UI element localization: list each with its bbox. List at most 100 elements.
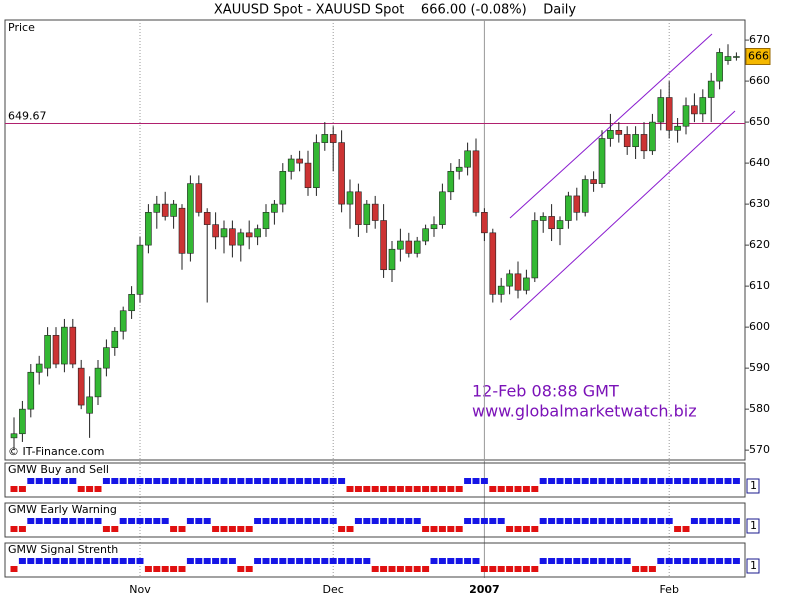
signal-square bbox=[464, 518, 472, 524]
signal-square bbox=[212, 526, 220, 532]
level-label: 649.67 bbox=[8, 109, 47, 122]
signal-square bbox=[615, 558, 623, 564]
signal-square bbox=[44, 478, 52, 484]
candle-body bbox=[153, 203, 161, 213]
signal-square bbox=[321, 478, 329, 484]
candle-body bbox=[691, 105, 698, 115]
candle-body bbox=[187, 183, 194, 254]
indicator-axis-label: 1 bbox=[750, 479, 757, 492]
signal-square bbox=[312, 478, 320, 484]
signal-square bbox=[18, 486, 26, 492]
signal-square bbox=[531, 526, 539, 532]
signal-square bbox=[674, 526, 682, 532]
signal-square bbox=[732, 558, 740, 564]
signal-square bbox=[170, 526, 178, 532]
indicator-axis-box bbox=[746, 478, 760, 494]
signal-square bbox=[531, 486, 539, 492]
signal-square bbox=[136, 558, 144, 564]
signal-square bbox=[707, 478, 715, 484]
signal-square bbox=[514, 486, 522, 492]
candle-body bbox=[497, 285, 505, 295]
signal-square bbox=[60, 518, 68, 524]
signal-square bbox=[10, 526, 18, 532]
signal-square bbox=[388, 486, 396, 492]
signal-square bbox=[724, 518, 732, 524]
indicator-axis-box bbox=[746, 558, 760, 574]
candle-body bbox=[724, 56, 732, 61]
candle-body bbox=[355, 191, 362, 225]
signal-square bbox=[732, 518, 740, 524]
signal-square bbox=[430, 558, 438, 564]
signal-square bbox=[102, 526, 110, 532]
signal-square bbox=[430, 486, 438, 492]
signal-square bbox=[657, 518, 665, 524]
signal-square bbox=[464, 558, 472, 564]
candle-body bbox=[103, 347, 110, 369]
candle-body bbox=[531, 220, 539, 279]
channel-line bbox=[509, 110, 736, 321]
signal-square bbox=[27, 558, 35, 564]
signal-square bbox=[371, 486, 379, 492]
signal-square bbox=[128, 478, 136, 484]
candle-body bbox=[19, 408, 26, 435]
signal-square bbox=[573, 558, 581, 564]
candle-body bbox=[640, 134, 648, 152]
candle-body bbox=[178, 207, 186, 254]
signal-square bbox=[422, 526, 430, 532]
signal-square bbox=[10, 486, 18, 492]
signal-square bbox=[354, 558, 362, 564]
indicator-name: GMW Early Warning bbox=[8, 503, 117, 516]
signal-square bbox=[573, 518, 581, 524]
signal-square bbox=[623, 518, 631, 524]
signal-square bbox=[548, 478, 556, 484]
signal-square bbox=[35, 478, 43, 484]
signal-square bbox=[413, 518, 421, 524]
candle-body bbox=[363, 203, 371, 225]
candle-body bbox=[44, 335, 51, 369]
candle-body bbox=[111, 330, 119, 348]
signal-square bbox=[119, 558, 127, 564]
signal-square bbox=[657, 478, 665, 484]
candle-body bbox=[86, 396, 93, 414]
signal-square bbox=[287, 558, 295, 564]
signal-square bbox=[270, 558, 278, 564]
signal-square bbox=[371, 518, 379, 524]
signal-square bbox=[94, 518, 102, 524]
signal-square bbox=[35, 518, 43, 524]
credit: © IT-Finance.com bbox=[8, 445, 105, 458]
signal-square bbox=[716, 478, 724, 484]
signal-square bbox=[329, 478, 337, 484]
signal-square bbox=[363, 558, 371, 564]
signal-square bbox=[590, 478, 598, 484]
signal-square bbox=[329, 558, 337, 564]
signal-square bbox=[128, 558, 136, 564]
signal-square bbox=[413, 486, 421, 492]
signal-square bbox=[111, 558, 119, 564]
signal-square bbox=[522, 486, 530, 492]
signal-square bbox=[396, 486, 404, 492]
signal-square bbox=[388, 566, 396, 572]
signal-square bbox=[388, 518, 396, 524]
signal-square bbox=[304, 558, 312, 564]
signal-square bbox=[170, 478, 178, 484]
candle-body bbox=[161, 203, 169, 217]
signal-square bbox=[52, 478, 60, 484]
signal-square bbox=[648, 518, 656, 524]
candle-body bbox=[94, 367, 102, 398]
signal-square bbox=[674, 558, 682, 564]
signal-square bbox=[438, 486, 446, 492]
signal-square bbox=[707, 518, 715, 524]
signal-square bbox=[220, 526, 228, 532]
indicator-axis-box bbox=[746, 518, 760, 534]
signal-square bbox=[514, 566, 522, 572]
candle-body bbox=[10, 433, 18, 439]
signal-square bbox=[573, 478, 581, 484]
signal-square bbox=[262, 478, 270, 484]
price-tag bbox=[745, 47, 771, 65]
signal-square bbox=[212, 558, 220, 564]
signal-square bbox=[296, 478, 304, 484]
signal-square bbox=[506, 566, 514, 572]
signal-square bbox=[153, 566, 161, 572]
signal-square bbox=[472, 518, 480, 524]
y-tick-label: 660 bbox=[749, 74, 770, 87]
